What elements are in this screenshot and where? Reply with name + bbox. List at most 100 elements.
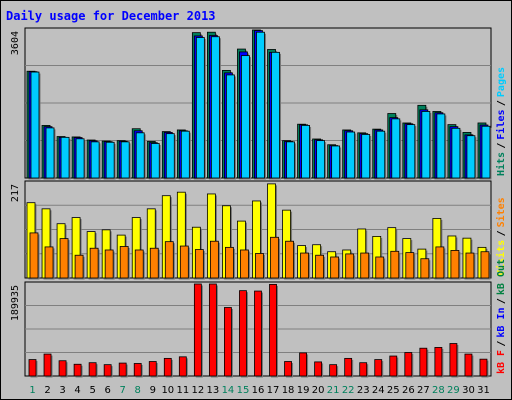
x-tick-label: 8 bbox=[135, 385, 141, 396]
bar-sites bbox=[345, 253, 355, 279]
bar-kbf bbox=[118, 362, 127, 377]
chart-title: Daily usage for December 2013 bbox=[6, 9, 216, 23]
bar-kbf bbox=[178, 356, 187, 377]
x-tick-label: 5 bbox=[89, 385, 95, 396]
bar-kbf bbox=[329, 364, 338, 377]
x-tick-label: 17 bbox=[267, 385, 280, 396]
bar-pages bbox=[436, 113, 446, 179]
bar-sites bbox=[375, 256, 385, 279]
x-tick-label: 7 bbox=[120, 385, 126, 396]
x-tick-label: 13 bbox=[207, 385, 220, 396]
bar-kbf bbox=[254, 290, 262, 377]
bar-pages bbox=[256, 31, 265, 179]
bar-kbf bbox=[449, 343, 458, 377]
max-label-middle: 217 bbox=[10, 184, 21, 202]
bar-sites bbox=[179, 245, 189, 279]
x-tick-label: 6 bbox=[104, 385, 110, 396]
bar-pages bbox=[361, 134, 371, 179]
max-label-bottom: 189935 bbox=[10, 285, 21, 321]
bar-kbf bbox=[374, 359, 383, 377]
bar-sites bbox=[450, 250, 460, 279]
bar-kbf bbox=[58, 360, 67, 377]
legend-files: Files bbox=[495, 109, 507, 139]
legend-visits: Visits bbox=[495, 240, 507, 276]
bar-pages bbox=[391, 118, 401, 179]
x-tick-label: 3 bbox=[59, 385, 65, 396]
x-tick-label: 24 bbox=[372, 385, 385, 396]
bar-pages bbox=[195, 37, 205, 179]
bar-sites bbox=[225, 246, 234, 279]
bar-kbf bbox=[284, 361, 292, 377]
bar-pages bbox=[60, 136, 70, 179]
bar-kbf bbox=[148, 361, 157, 377]
bar-kbf bbox=[389, 355, 398, 377]
bar-kbf bbox=[43, 353, 52, 377]
bar-pages bbox=[120, 141, 130, 179]
bar-pages bbox=[90, 141, 100, 179]
x-tick-label: 25 bbox=[387, 385, 400, 396]
bar-pages bbox=[301, 125, 310, 179]
bar-kbf bbox=[404, 352, 413, 377]
bar-pages bbox=[75, 138, 85, 179]
bar-pages bbox=[481, 125, 491, 179]
bar-pages bbox=[241, 55, 250, 179]
bar-pages bbox=[30, 71, 40, 179]
bar-kbf bbox=[464, 353, 473, 377]
bar-sites bbox=[59, 238, 69, 279]
bar-pages bbox=[150, 143, 160, 179]
bar-sites bbox=[89, 247, 99, 279]
bar-sites bbox=[44, 246, 54, 279]
bar-sites bbox=[420, 258, 430, 279]
bar-sites bbox=[209, 240, 219, 279]
bar-sites bbox=[134, 249, 144, 279]
bar-pages bbox=[180, 130, 190, 179]
bar-pages bbox=[406, 124, 416, 179]
bar-pages bbox=[466, 135, 476, 179]
bar-pages bbox=[226, 74, 235, 179]
legend-kb-in: kB In bbox=[496, 307, 507, 337]
bar-sites bbox=[104, 249, 114, 279]
x-tick-label: 31 bbox=[477, 385, 490, 396]
bar-pages bbox=[210, 36, 220, 179]
bar-kbf bbox=[344, 357, 353, 377]
bar-pages bbox=[286, 141, 295, 179]
bar-sites bbox=[255, 253, 264, 279]
bar-kbf bbox=[224, 307, 232, 377]
x-tick-label: 30 bbox=[462, 385, 475, 396]
bar-kbf bbox=[133, 363, 142, 377]
legend-kb-out: kB Out bbox=[496, 259, 507, 295]
bar-kbf bbox=[88, 362, 97, 377]
bar-kbf bbox=[419, 347, 428, 377]
x-tick-label: 11 bbox=[176, 385, 189, 396]
x-tick-label: 4 bbox=[74, 385, 80, 396]
bar-sites bbox=[29, 232, 39, 279]
bar-kbf bbox=[239, 290, 247, 377]
bar-sites bbox=[315, 254, 325, 279]
bar-kbf bbox=[434, 347, 443, 377]
bar-kbf bbox=[359, 362, 368, 377]
bar-sites bbox=[240, 249, 249, 279]
bar-sites bbox=[360, 252, 370, 279]
legend-separator: / bbox=[496, 100, 507, 106]
bar-sites bbox=[270, 236, 279, 279]
bar-sites bbox=[194, 249, 204, 279]
bar-pages bbox=[165, 133, 175, 179]
x-tick-label: 12 bbox=[192, 385, 205, 396]
x-tick-label: 27 bbox=[417, 385, 430, 396]
x-tick-label: 18 bbox=[282, 385, 295, 396]
bar-sites bbox=[465, 252, 475, 279]
bar-sites bbox=[300, 252, 309, 279]
bar-pages bbox=[271, 51, 280, 179]
bar-pages bbox=[421, 111, 431, 179]
x-tick-label: 20 bbox=[312, 385, 325, 396]
x-tick-label: 22 bbox=[342, 385, 355, 396]
bar-sites bbox=[164, 241, 174, 279]
bar-kbf bbox=[73, 363, 82, 377]
legend-pages: Pages bbox=[496, 67, 507, 97]
x-tick-label: 23 bbox=[357, 385, 370, 396]
bar-sites bbox=[119, 246, 129, 279]
x-tick-label: 1 bbox=[29, 385, 35, 396]
bar-sites bbox=[285, 240, 294, 279]
bar-pages bbox=[316, 140, 326, 179]
